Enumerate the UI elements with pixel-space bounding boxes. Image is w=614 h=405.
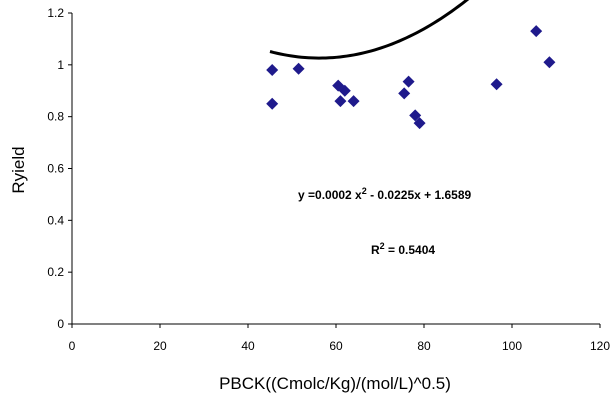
x-tick-label: 0 [69,339,76,353]
data-point [347,95,360,108]
data-point [409,109,422,122]
x-tick-label: 120 [590,339,610,353]
data-point [413,117,426,130]
x-tick-label: 80 [417,339,431,353]
data-point [398,87,411,100]
data-point [530,25,543,38]
data-point [490,78,503,91]
y-tick-label: 1.2 [47,6,64,20]
x-tick-label: 100 [502,339,522,353]
polynomial-trendline [269,0,470,60]
data-point [338,84,351,97]
x-tick-label: 40 [241,339,255,353]
data-points [266,25,556,130]
data-point [292,62,305,75]
x-axis-title: PBCK((Cmolc/Kg)/(mol/L)^0.5) [219,374,451,393]
y-tick-label: 0.4 [47,213,64,227]
y-tick-label: 0.8 [47,110,64,124]
y-axis-title: Ryield [9,146,28,193]
x-axis-ticks: 0 20 40 60 80 100 120 [69,324,610,353]
data-point [334,95,347,108]
y-axis-ticks: 0 0.2 0.4 0.6 0.8 1 1.2 [47,6,72,331]
x-tick-label: 20 [153,339,167,353]
x-tick-label: 60 [329,339,343,353]
trendline-equation: y =0.0002 x2 - 0.0225x + 1.6589 [298,186,471,202]
data-point [266,97,279,110]
data-point [543,56,556,69]
y-tick-label: 0.6 [47,162,64,176]
data-point [402,75,415,88]
y-tick-label: 0.2 [47,265,64,279]
data-point [266,64,279,77]
y-tick-label: 0 [57,317,64,331]
r-squared-label: R2 = 0.5404 [371,241,435,257]
y-tick-label: 1 [57,58,64,72]
